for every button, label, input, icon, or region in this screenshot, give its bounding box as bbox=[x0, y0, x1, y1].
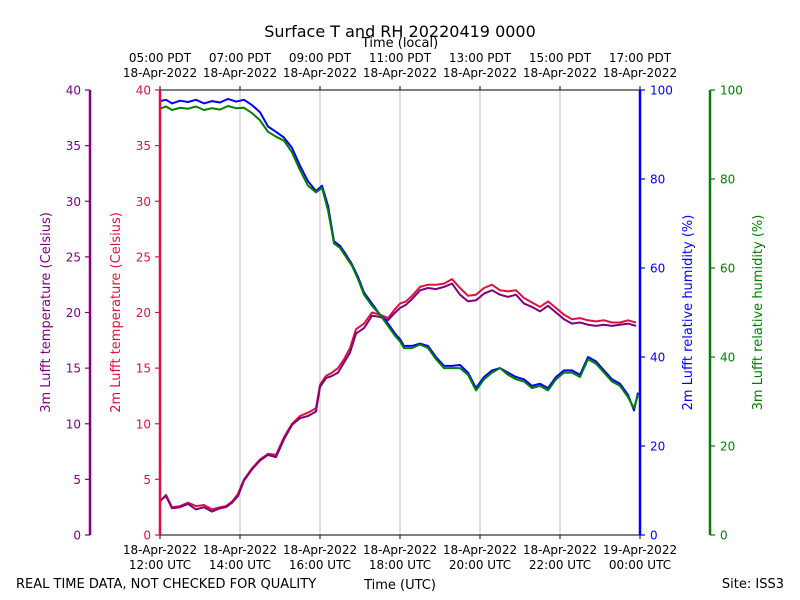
utc-tick-time: 12:00 UTC bbox=[129, 558, 191, 572]
series-layer bbox=[159, 97, 639, 513]
top-axis-title: Time (local) bbox=[361, 36, 438, 51]
utc-tick-time: 22:00 UTC bbox=[529, 558, 591, 572]
site-label: Site: ISS3 bbox=[722, 577, 784, 592]
left-axis-tick-label: 5 bbox=[143, 473, 151, 487]
axes-layer: 0 5 10 15 20 25 30 35 40 3m Lufft temperature (Ce… bbox=[39, 84, 766, 543]
utc-tick-date: 18-Apr-2022 bbox=[283, 543, 357, 557]
right-axis-label: 3m Lufft relative humidity (%) bbox=[751, 215, 766, 411]
right-axis-tick-label: 60 bbox=[720, 262, 735, 276]
local-tick-date: 18-Apr-2022 bbox=[523, 66, 597, 80]
right-axis-tick-label: 60 bbox=[650, 262, 665, 276]
local-tick-date: 18-Apr-2022 bbox=[283, 66, 357, 80]
local-tick-time: 09:00 PDT bbox=[289, 51, 352, 65]
left-axis-tick-label: 0 bbox=[73, 529, 81, 543]
left-axis-tick-label: 0 bbox=[143, 529, 151, 543]
right-axis-tick-label: 20 bbox=[720, 440, 735, 454]
local-tick-time: 17:00 PDT bbox=[609, 51, 672, 65]
local-tick-date: 18-Apr-2022 bbox=[203, 66, 277, 80]
right-axis-tick-label: 100 bbox=[650, 84, 673, 98]
left-axis-tick-label: 30 bbox=[66, 195, 81, 209]
left-axis-tick-label: 25 bbox=[136, 250, 151, 264]
utc-tick-time: 00:00 UTC bbox=[609, 558, 671, 572]
left-axis-tick-label: 30 bbox=[136, 195, 151, 209]
left-axis-tick-label: 10 bbox=[136, 417, 151, 431]
local-tick-time: 11:00 PDT bbox=[369, 51, 432, 65]
utc-tick-date: 18-Apr-2022 bbox=[123, 543, 197, 557]
chart-title: Surface T and RH 20220419 0000 bbox=[264, 22, 536, 41]
utc-tick-time: 16:00 UTC bbox=[289, 558, 351, 572]
right-axis-label: 2m Lufft relative humidity (%) bbox=[681, 215, 696, 411]
left-axis-tick-label: 20 bbox=[136, 306, 151, 320]
left-axis-tick-label: 15 bbox=[66, 362, 81, 376]
left-axis-tick-label: 35 bbox=[66, 139, 81, 153]
left-axis-tick-label: 15 bbox=[136, 362, 151, 376]
series-line-1 bbox=[159, 282, 637, 513]
utc-tick-date: 18-Apr-2022 bbox=[363, 543, 437, 557]
utc-tick-time: 18:00 UTC bbox=[369, 558, 431, 572]
right-axis-tick-label: 80 bbox=[720, 173, 735, 187]
series-line-0 bbox=[159, 278, 637, 511]
local-tick-time: 13:00 PDT bbox=[449, 51, 512, 65]
local-tick-date: 18-Apr-2022 bbox=[363, 66, 437, 80]
utc-tick-date: 19-Apr-2022 bbox=[603, 543, 677, 557]
utc-tick-date: 18-Apr-2022 bbox=[203, 543, 277, 557]
left-axis-tick-label: 10 bbox=[66, 417, 81, 431]
left-axis-tick-label: 40 bbox=[136, 84, 151, 98]
left-axis-tick-label: 25 bbox=[66, 250, 81, 264]
right-axis-tick-label: 80 bbox=[650, 173, 665, 187]
left-axis-tick-label: 20 bbox=[66, 306, 81, 320]
local-tick-date: 18-Apr-2022 bbox=[603, 66, 677, 80]
utc-tick-date: 18-Apr-2022 bbox=[523, 543, 597, 557]
right-axis-tick-label: 20 bbox=[650, 440, 665, 454]
left-axis-tick-label: 35 bbox=[136, 139, 151, 153]
right-axis-tick-label: 100 bbox=[720, 84, 743, 98]
left-axis-tick-label: 5 bbox=[73, 473, 81, 487]
right-axis-tick-label: 0 bbox=[650, 529, 658, 543]
right-axis-tick-label: 40 bbox=[650, 351, 665, 365]
right-axis-tick-label: 40 bbox=[720, 351, 735, 365]
local-tick-time: 15:00 PDT bbox=[529, 51, 592, 65]
left-axis-tick-label: 40 bbox=[66, 84, 81, 98]
series-line-3 bbox=[159, 105, 639, 410]
local-tick-time: 07:00 PDT bbox=[209, 51, 272, 65]
left-axis-label: 3m Lufft temperature (Celsius) bbox=[39, 212, 54, 413]
utc-tick-time: 20:00 UTC bbox=[449, 558, 511, 572]
right-axis-tick-label: 0 bbox=[720, 529, 728, 543]
left-axis-label: 2m Lufft temperature (Celsius) bbox=[109, 212, 124, 413]
x-axis-label: Time (UTC) bbox=[363, 578, 436, 593]
local-tick-time: 05:00 PDT bbox=[129, 51, 192, 65]
vertical-gridlines bbox=[239, 90, 561, 535]
local-tick-date: 18-Apr-2022 bbox=[443, 66, 517, 80]
local-tick-date: 18-Apr-2022 bbox=[123, 66, 197, 80]
utc-tick-date: 18-Apr-2022 bbox=[443, 543, 517, 557]
series-line-2 bbox=[159, 97, 639, 412]
quality-note: REAL TIME DATA, NOT CHECKED FOR QUALITY bbox=[16, 577, 316, 592]
utc-tick-time: 14:00 UTC bbox=[209, 558, 271, 572]
